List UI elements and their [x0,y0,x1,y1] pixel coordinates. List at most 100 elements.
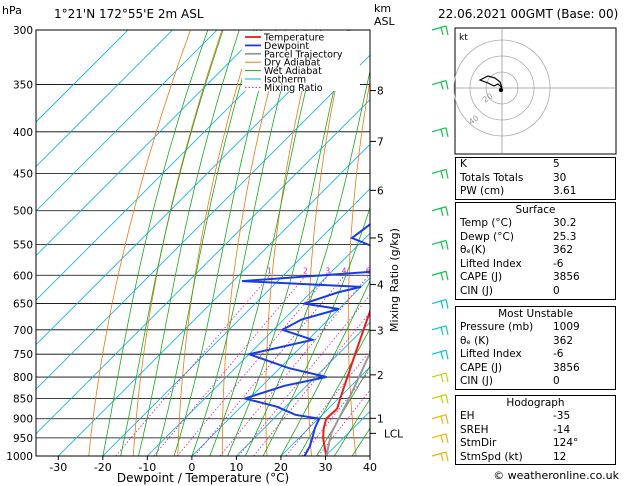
km-tick-label: 8 [377,86,384,98]
surface-row-dewp: Dewp (°C) 25.3 [460,230,577,243]
wind-barb-flag-2 [440,208,444,216]
y-tick-label: 450 [13,168,33,180]
index-row-pw: PW (cm) 3.61 [460,185,577,198]
wind-barb-staff [431,79,447,86]
isotherm [191,277,370,456]
wind-barb-flag-2 [440,416,444,424]
legend-label-2: Parcel Trajectory [264,49,343,60]
wind-barb-flag-2 [440,395,444,404]
footer-credit[interactable]: © weatheronline.co.uk [493,469,619,482]
mixing-ratio-line [115,275,271,456]
hodograph-unit: kt [459,33,468,43]
legend-label-1: Dewpoint [264,41,309,52]
y-tick-label: 550 [13,239,33,251]
mu-row-cin: CIN (J) 0 [460,375,560,388]
km-tick-label: 6 [377,185,384,197]
wet-adiabat [173,30,277,456]
legend-label-0: Temperature [263,33,324,44]
mixing-ratio-label: 6 [366,266,371,275]
wind-barb-flag-2 [440,170,444,179]
wind-barb-flag [445,451,449,462]
dry-adiabat [88,30,191,456]
wet-adiabat [155,30,258,456]
wet-adiabat [298,327,370,456]
y-tick-label: 500 [13,206,33,218]
wind-barb-flag-2 [440,435,444,444]
mu-row-lifted-index: Lifted Index -6 [460,348,564,361]
wet-adiabat [191,30,298,456]
wind-barb-flag-2 [440,81,444,90]
wind-barb-flag-2 [440,453,444,462]
wind-barb-flag-2 [440,327,444,335]
most-unstable-title: Most Unstable [498,308,573,320]
isotherm [36,30,129,123]
y-tick-label: 750 [13,349,33,361]
y-tick-label: 350 [13,80,33,92]
most-unstable-table: Most Unstable Pressure (mb) 1009 θₑ (K) 36… [455,306,616,390]
y-tick-label: 600 [13,270,33,282]
wind-barb-flag [445,372,449,383]
hodo-row-stmdir: StmDir 124° [460,437,579,450]
wind-barb-staff [431,25,447,31]
wind-barb-flag [445,271,449,281]
isotherm [147,232,370,456]
legend-label-4: Wet Adiabat [264,66,322,77]
mixing-ratio-line [219,275,370,456]
mixing-ratio-label: 20 [443,266,453,275]
wind-barb-flag-2 [440,241,444,250]
mixing-ratio-line [253,311,370,456]
km-tick-label: 7 [377,136,384,148]
x-axis-label: Dewpoint / Temperature (°C) [117,471,289,485]
km-tick-label: 5 [377,233,384,245]
mixing-ratio-line [238,294,370,456]
wind-barb-staff [431,239,447,246]
isotherm [57,143,370,456]
hodo-row-sreh: SREH -14 [460,423,571,436]
x-tick-label: -10 [138,461,156,474]
y-tick-label: 300 [13,25,33,37]
surface-row-lifted-index: Lifted Index -6 [460,257,564,270]
wet-adiabat [209,30,322,456]
wind-barb-flag-2 [440,27,444,36]
surface-table: Surface Temp (°C) 30.2 Dewp (°C) 25.3 θₑ(K… [455,202,616,300]
mixing-ratio-line [176,275,329,456]
mixing-ratio-axis-label: Mixing Ratio (g/kg) [388,228,401,332]
surface-row-cape: CAPE (J) 3856 [460,271,580,284]
hodograph-storm-marker [498,87,504,93]
lcl-label: LCL [384,428,403,440]
hodo-row-eh: EH -35 [460,410,571,422]
wind-barb-staff [431,451,447,457]
isotherm [36,30,173,168]
km-tick-label: 1 [377,413,384,425]
wind-barb-staff [431,349,447,355]
wind-barb-flag [445,414,449,424]
mixing-ratio-label: 3 [325,266,330,275]
y-tick-label: 650 [13,299,33,311]
legend-box [242,31,360,91]
dry-adiabat [347,78,370,456]
wind-barb-flag [445,240,449,250]
location-title: 1°21'N 172°55'E 2m ASL [54,7,204,21]
mu-row-theta-e: θₑ (K) 362 [460,334,574,347]
km-label: km [374,2,391,15]
hodograph-trace [478,75,503,89]
hpa-label: hPa [2,4,22,17]
wind-barb-flag [445,299,449,309]
wind-barb-flag [445,433,449,443]
isotherm [36,30,218,212]
isotherm [36,99,370,435]
dry-adiabat [177,30,254,456]
legend-label-3: Dry Adiabat [264,58,321,69]
wet-adiabat [120,30,224,456]
isotherm [36,30,262,257]
isotherm [280,366,370,456]
wind-barb-staff [431,372,447,378]
mixing-ratio-line [153,275,307,456]
plot-frame [35,29,371,457]
x-tick-label: 20 [274,461,288,474]
y-tick-label: 700 [13,325,33,337]
wind-barb-staff [431,298,447,305]
wind-barb-staff [431,325,447,331]
surface-row-cin: CIN (J) 0 [460,284,560,297]
wind-barb-flag-2 [440,374,444,383]
